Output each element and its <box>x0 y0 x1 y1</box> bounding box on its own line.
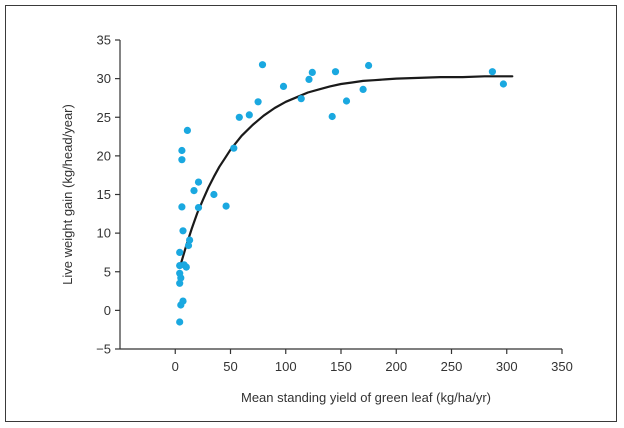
data-point <box>331 68 340 76</box>
data-point <box>342 97 351 105</box>
data-point <box>210 190 218 199</box>
data-point <box>176 318 184 326</box>
x-tick-label: 350 <box>551 359 573 374</box>
y-tick-label: 15 <box>97 187 111 202</box>
data-point <box>176 269 184 277</box>
y-tick-label: 30 <box>97 71 111 86</box>
data-point <box>254 98 262 106</box>
data-point <box>235 113 243 121</box>
data-point <box>182 263 190 271</box>
data-point <box>176 279 184 287</box>
y-tick-label: 0 <box>104 303 111 318</box>
data-point <box>359 85 367 93</box>
data-point <box>365 61 373 70</box>
y-tick-label: 25 <box>97 110 111 125</box>
x-tick-label: 50 <box>223 359 237 374</box>
x-tick-label: 250 <box>441 359 463 374</box>
data-point <box>178 146 186 155</box>
data-points-layer <box>176 61 507 326</box>
y-tick-label: 5 <box>104 264 111 279</box>
y-tick-label: 20 <box>97 148 111 163</box>
data-point <box>308 68 316 76</box>
data-point <box>179 227 187 235</box>
data-point <box>178 203 186 211</box>
data-point <box>297 95 305 103</box>
y-axis-label: Live weight gain (kg/head/year) <box>60 104 75 285</box>
x-tick-label: 100 <box>275 359 297 374</box>
data-point <box>328 112 336 121</box>
data-point <box>190 187 198 195</box>
data-point <box>186 236 194 244</box>
fit-curve-layer <box>179 75 514 266</box>
data-point <box>222 202 230 210</box>
data-point <box>499 80 507 88</box>
data-point <box>488 68 496 76</box>
data-point <box>184 241 193 250</box>
x-tick-label: 200 <box>385 359 407 374</box>
x-axis-label: Mean standing yield of green leaf (kg/ha… <box>241 390 491 405</box>
data-point <box>194 204 203 212</box>
y-tick-label: 35 <box>97 33 111 48</box>
data-point <box>245 111 253 119</box>
data-point <box>179 297 187 305</box>
data-point <box>183 126 191 134</box>
x-axis: 0 50 100 150 200 250 300 350 <box>120 348 573 374</box>
fit-curve <box>179 75 514 266</box>
data-point <box>176 248 184 256</box>
y-tick-label: 10 <box>97 226 111 241</box>
data-point <box>178 156 186 164</box>
data-point <box>305 75 313 83</box>
data-point <box>258 61 267 69</box>
y-axis: −5 0 5 10 15 20 25 30 35 <box>96 33 121 357</box>
data-point <box>230 144 238 152</box>
x-tick-label: 300 <box>496 359 518 374</box>
data-point <box>194 178 203 186</box>
x-tick-label: 150 <box>330 359 352 374</box>
data-point <box>279 82 288 90</box>
y-tick-label: −5 <box>96 342 111 357</box>
x-tick-label: 0 <box>172 359 179 374</box>
